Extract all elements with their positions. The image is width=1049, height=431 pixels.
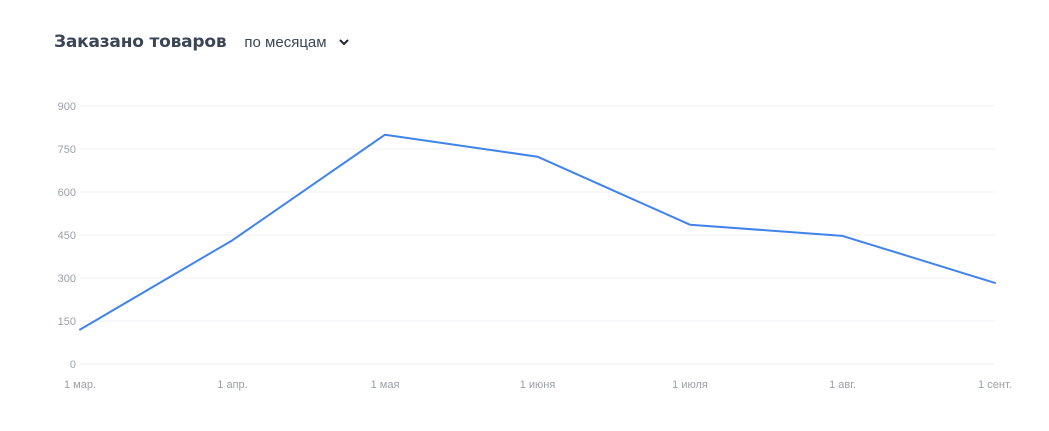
period-select[interactable]: по месяцам [244, 34, 350, 51]
chart-header: Заказано товаров по месяцам [54, 28, 351, 56]
x-tick-label: 1 авг. [829, 379, 856, 391]
period-select-label: по месяцам [244, 33, 327, 51]
x-tick-label: 1 июля [672, 379, 708, 391]
grid-lines [80, 105, 995, 365]
y-tick-label: 300 [58, 273, 76, 285]
y-tick-label: 0 [70, 359, 76, 371]
x-tick-label: 1 мая [371, 379, 400, 391]
y-tick-label: 750 [58, 144, 76, 156]
data-point[interactable] [837, 230, 849, 242]
x-tick-label: 1 апр. [217, 379, 247, 391]
y-tick-label: 450 [58, 230, 76, 242]
series-lines [74, 129, 1001, 336]
x-tick-label: 1 июня [520, 379, 556, 391]
y-axis-ticks: 0 150 300 450 600 750 900 [58, 101, 76, 371]
x-axis-ticks: 1 мар. 1 апр. 1 мая 1 июня 1 июля 1 авг. 1 сен… [64, 379, 1012, 391]
data-point[interactable] [227, 234, 239, 246]
series-line [79, 133, 996, 331]
data-point[interactable] [989, 277, 1001, 289]
x-tick-label: 1 мар. [64, 379, 96, 391]
data-point[interactable] [379, 129, 391, 141]
x-tick-label: 1 сент. [978, 379, 1012, 391]
data-point[interactable] [684, 219, 696, 231]
y-tick-label: 900 [58, 101, 76, 113]
data-point[interactable] [532, 151, 544, 163]
data-point[interactable] [74, 324, 86, 336]
chevron-down-icon [337, 35, 351, 49]
y-tick-label: 150 [58, 316, 76, 328]
page-title: Заказано товаров [54, 32, 227, 52]
y-tick-label: 600 [58, 187, 76, 199]
